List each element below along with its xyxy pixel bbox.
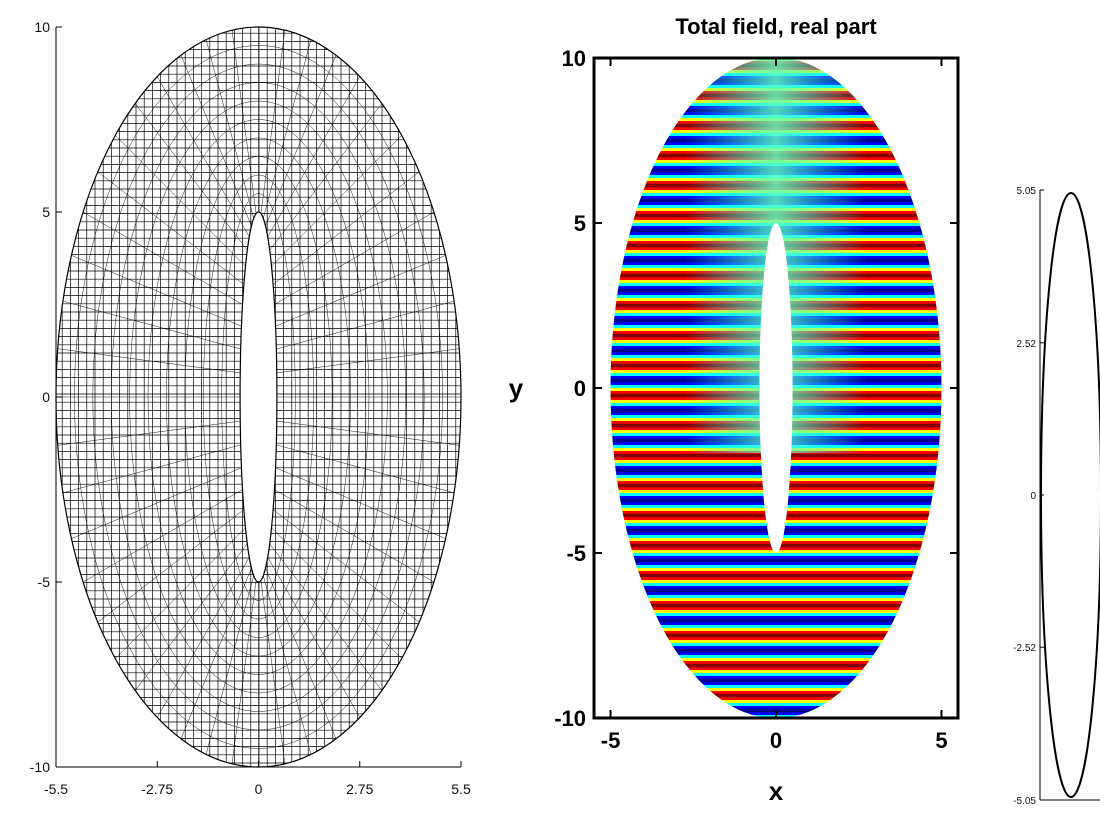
mesh-y-tick-label: 0 [42,389,50,405]
mesh-panel: -5.5 -2.75 0 2.75 5.5 10 5 0 -5 -10 [30,19,471,797]
field-band-peak [610,648,942,653]
boundary-y-ticks: 5.05 2.52 0 -2.52 -5.05 [1013,186,1044,807]
boundary-panel: 5.05 2.52 0 -2.52 -5.05 [1013,186,1100,807]
mesh-x-tick-label: -2.75 [141,781,173,797]
mesh-y-ticks: 10 5 0 -5 -10 [30,19,62,775]
field-band-peak [610,618,942,623]
boundary-y-tick-label: -5.05 [1013,796,1036,807]
mesh-outer-boundary [55,26,462,768]
field-y-tick-label: 5 [574,211,586,236]
field-x-tick-label: -5 [601,728,621,753]
boundary-y-tick-label: 0 [1030,491,1036,502]
mesh-y-tick-label: -5 [38,574,51,590]
field-band-peak [610,693,942,698]
mesh-rings [56,27,461,767]
field-title: Total field, real part [675,14,877,39]
field-band-peak [610,573,942,578]
mesh-x-tick-label: 0 [255,781,263,797]
field-band-peak [610,633,942,638]
field-x-tick-label: 0 [770,728,782,753]
field-band-peak [610,558,942,563]
boundary-y-tick-label: -2.52 [1013,643,1036,654]
field-x-ticks: -5 0 5 [601,58,948,753]
mesh-x-ticks: -5.5 -2.75 0 2.75 5.5 [44,761,471,797]
mesh-y-tick-label: -10 [30,759,50,775]
boundary-curve [1039,192,1100,798]
field-x-tick-label: 5 [935,728,947,753]
field-y-tick-label: -5 [566,541,586,566]
field-band-peak [610,603,942,608]
field-x-label: x [769,776,784,806]
mesh-inner-hole [239,210,278,584]
mesh-x-tick-label: -5.5 [44,781,68,797]
field-y-ticks: 10 5 0 -5 -10 [554,46,958,731]
field-y-tick-label: 0 [574,376,586,401]
mesh-x-tick-label: 5.5 [451,781,471,797]
field-band-peak [610,588,942,593]
field-y-tick-label: 10 [562,46,586,71]
field-band-peak [610,678,942,683]
boundary-y-tick-label: 5.05 [1017,186,1037,197]
field-inner-hole [759,222,793,554]
field-band-peak [610,663,942,668]
boundary-y-tick-label: 2.52 [1017,339,1037,350]
mesh-x-tick-label: 2.75 [346,781,373,797]
field-y-label: y [509,373,524,403]
field-y-tick-label: -10 [554,706,586,731]
mesh-y-tick-label: 10 [34,19,50,35]
mesh-y-tick-label: 5 [42,204,50,220]
